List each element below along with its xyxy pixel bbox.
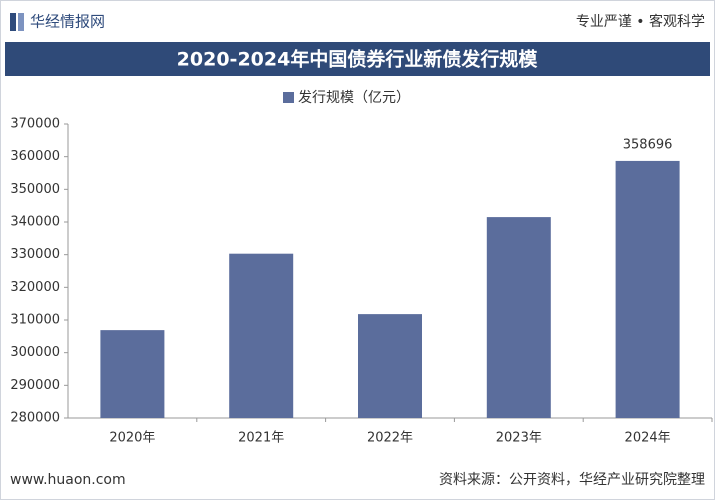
bar: [100, 330, 165, 418]
legend-swatch: [283, 92, 294, 103]
bar: [229, 253, 294, 418]
x-tick-label: 2023年: [496, 431, 542, 446]
bar: [486, 217, 551, 418]
bar: [358, 314, 422, 418]
y-tick-label: 360000: [10, 149, 60, 164]
y-tick-label: 300000: [10, 345, 60, 360]
y-tick-label: 290000: [10, 378, 60, 393]
x-tick-label: 2020年: [109, 431, 155, 446]
logo: [10, 13, 24, 31]
y-tick-label: 330000: [10, 247, 60, 262]
data-label: 358696: [623, 137, 673, 152]
y-tick-label: 350000: [10, 182, 60, 197]
y-tick-label: 340000: [10, 215, 60, 230]
source: 资料来源：公开资料，华经产业研究院整理: [439, 472, 705, 488]
y-tick-label: 370000: [10, 117, 60, 132]
x-tick-label: 2024年: [625, 431, 671, 446]
slogan: 专业严谨 • 客观科学: [576, 13, 705, 30]
x-tick-label: 2022年: [367, 431, 413, 446]
website: www.huaon.com: [10, 472, 126, 488]
x-tick-label: 2021年: [238, 431, 284, 446]
bar: [615, 160, 680, 419]
title-bar: [5, 42, 710, 76]
legend-label: 发行规模（亿元）: [298, 90, 410, 106]
y-tick-label: 310000: [10, 313, 60, 328]
y-tick-label: 280000: [10, 411, 60, 426]
brand: 华经情报网: [30, 13, 105, 31]
chart-title: 2020-2024年中国债券行业新债发行规模: [177, 48, 539, 71]
y-tick-label: 320000: [10, 280, 60, 295]
